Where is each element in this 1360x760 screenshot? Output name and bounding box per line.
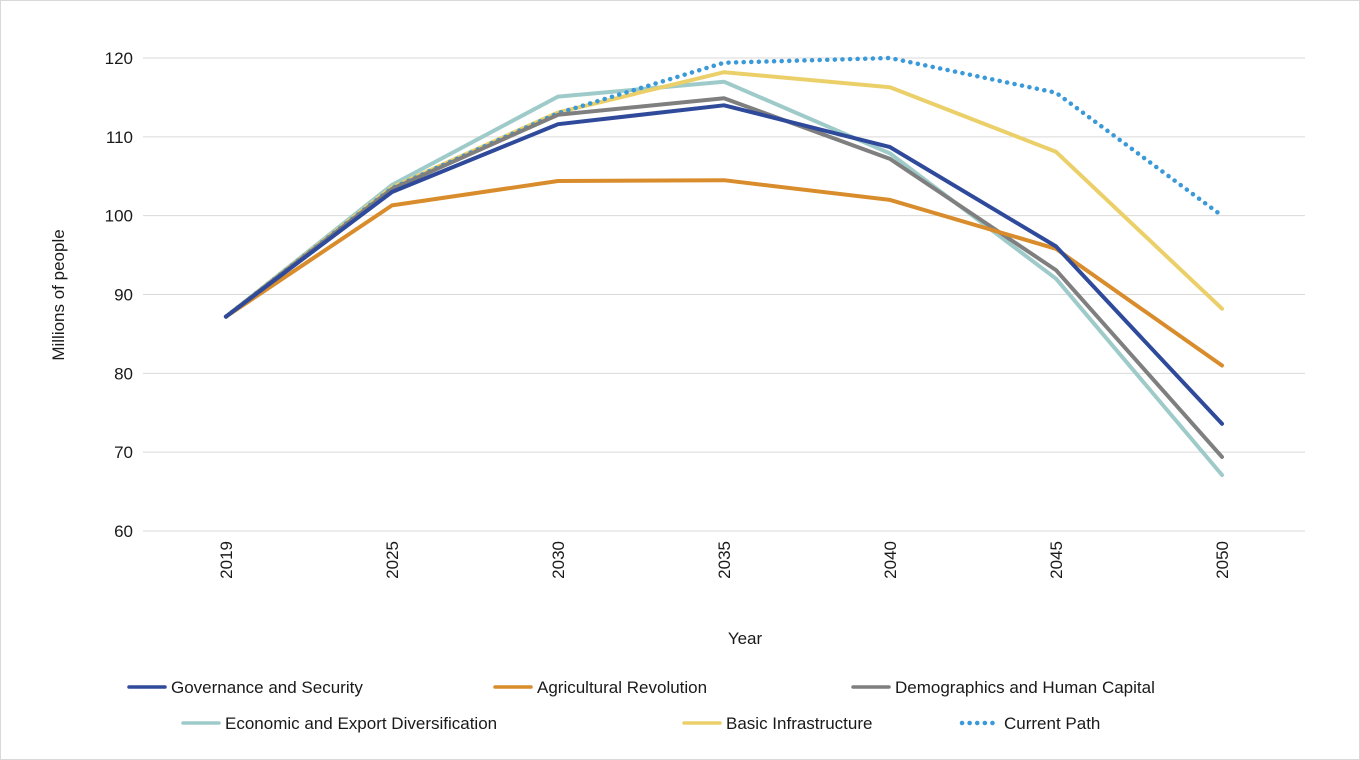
legend-label-agricultural-revolution: Agricultural Revolution: [537, 678, 707, 697]
y-tick-label-80: 80: [114, 364, 133, 383]
y-axis-ticks: 60 70 80 90 100 110 120: [105, 49, 133, 541]
x-axis-title: Year: [728, 629, 763, 648]
x-tick-label-2030: 2030: [549, 541, 568, 579]
series-line-basic-infrastructure: [224, 70, 1224, 319]
series-line-governance-and-security: [224, 103, 1224, 426]
y-tick-label-110: 110: [106, 128, 133, 147]
legend-label-current-path: Current Path: [1004, 714, 1100, 733]
series-line-demographics-and-human-capital: [224, 96, 1224, 459]
y-tick-label-60: 60: [114, 522, 133, 541]
x-tick-label-2019: 2019: [217, 541, 236, 579]
series-lines: [223, 55, 1225, 477]
y-tick-label-70: 70: [114, 443, 133, 462]
legend: Governance and Security Agricultural Revo…: [127, 678, 1155, 733]
y-tick-label-90: 90: [114, 286, 133, 305]
legend-label-demographics-and-human-capital: Demographics and Human Capital: [895, 678, 1155, 697]
x-tick-label-2040: 2040: [881, 541, 900, 579]
series-line-economic-and-export-diversification: [224, 79, 1224, 477]
gridlines: [143, 57, 1305, 532]
legend-label-basic-infrastructure: Basic Infrastructure: [726, 714, 872, 733]
x-axis-ticks: 2019 2025 2030 2035 2040 2045 2050: [217, 541, 1232, 579]
x-tick-label-2035: 2035: [715, 541, 734, 579]
series-line-agricultural-revolution: [224, 178, 1224, 368]
x-tick-label-2050: 2050: [1213, 541, 1232, 579]
y-tick-label-100: 100: [105, 207, 133, 226]
y-axis-title: Millions of people: [49, 229, 68, 360]
legend-label-economic-and-export-diversification: Economic and Export Diversification: [225, 714, 497, 733]
x-tick-label-2045: 2045: [1047, 541, 1066, 579]
y-tick-label-120: 120: [105, 49, 133, 68]
legend-label-governance-and-security: Governance and Security: [171, 678, 363, 697]
x-tick-label-2025: 2025: [383, 541, 402, 579]
